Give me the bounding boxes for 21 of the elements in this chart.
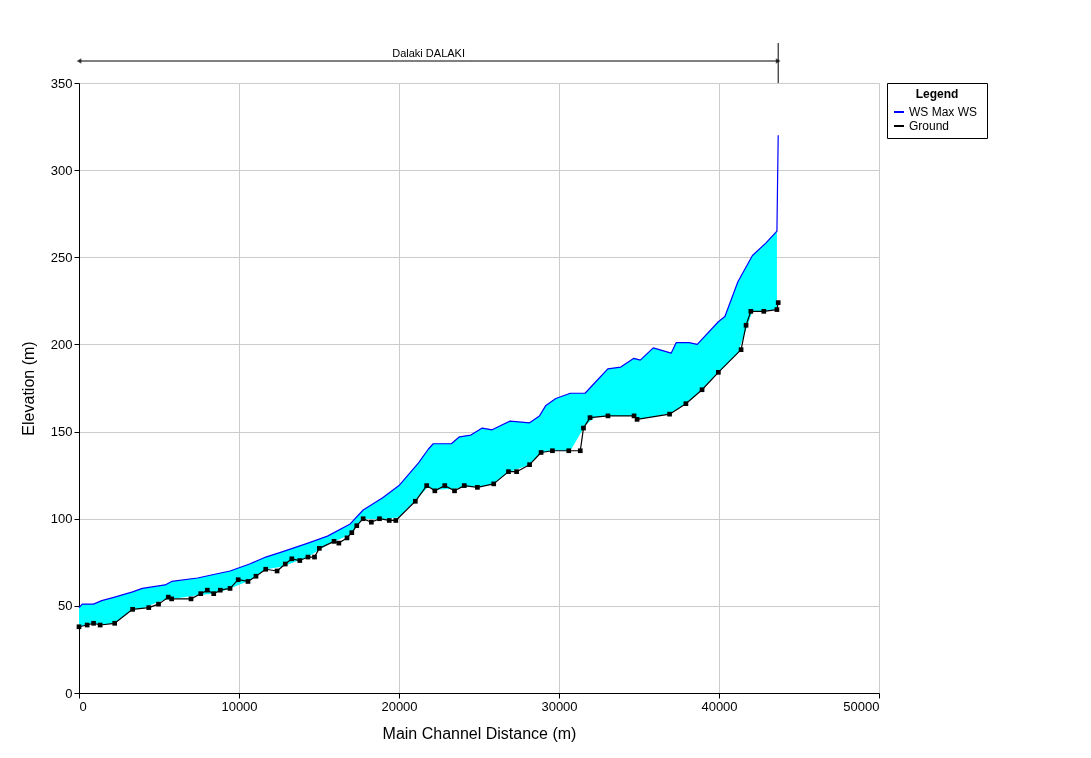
x-tick-label: 30000	[541, 698, 578, 714]
y-tick-label: 300	[50, 162, 73, 178]
text: Dalaki DALAKI	[392, 47, 465, 59]
legend-title: Legend	[915, 87, 959, 101]
y-tick-label: 100	[50, 511, 73, 527]
y-tick-label: 150	[50, 424, 73, 440]
y-tick-label: 250	[50, 249, 73, 265]
y-axis-title: Elevation (m)	[19, 341, 37, 436]
x-tick-label: 50000	[843, 698, 880, 714]
line-series	[78, 134, 779, 609]
y-tick-label: 50	[58, 598, 73, 614]
x-tick-label: 0	[79, 698, 87, 714]
y-tick-label: 0	[65, 685, 73, 701]
legend-label: WS Max WS	[909, 105, 977, 119]
x-tick-label: 40000	[701, 698, 738, 714]
y-tick-label: 200	[50, 336, 73, 352]
x-tick-label: 10000	[221, 698, 258, 714]
x-axis-title: Main Channel Distance (m)	[382, 724, 577, 742]
x-tick-label: 20000	[381, 698, 418, 714]
legend-label: Ground	[909, 119, 950, 133]
y-tick-label: 350	[50, 75, 73, 91]
